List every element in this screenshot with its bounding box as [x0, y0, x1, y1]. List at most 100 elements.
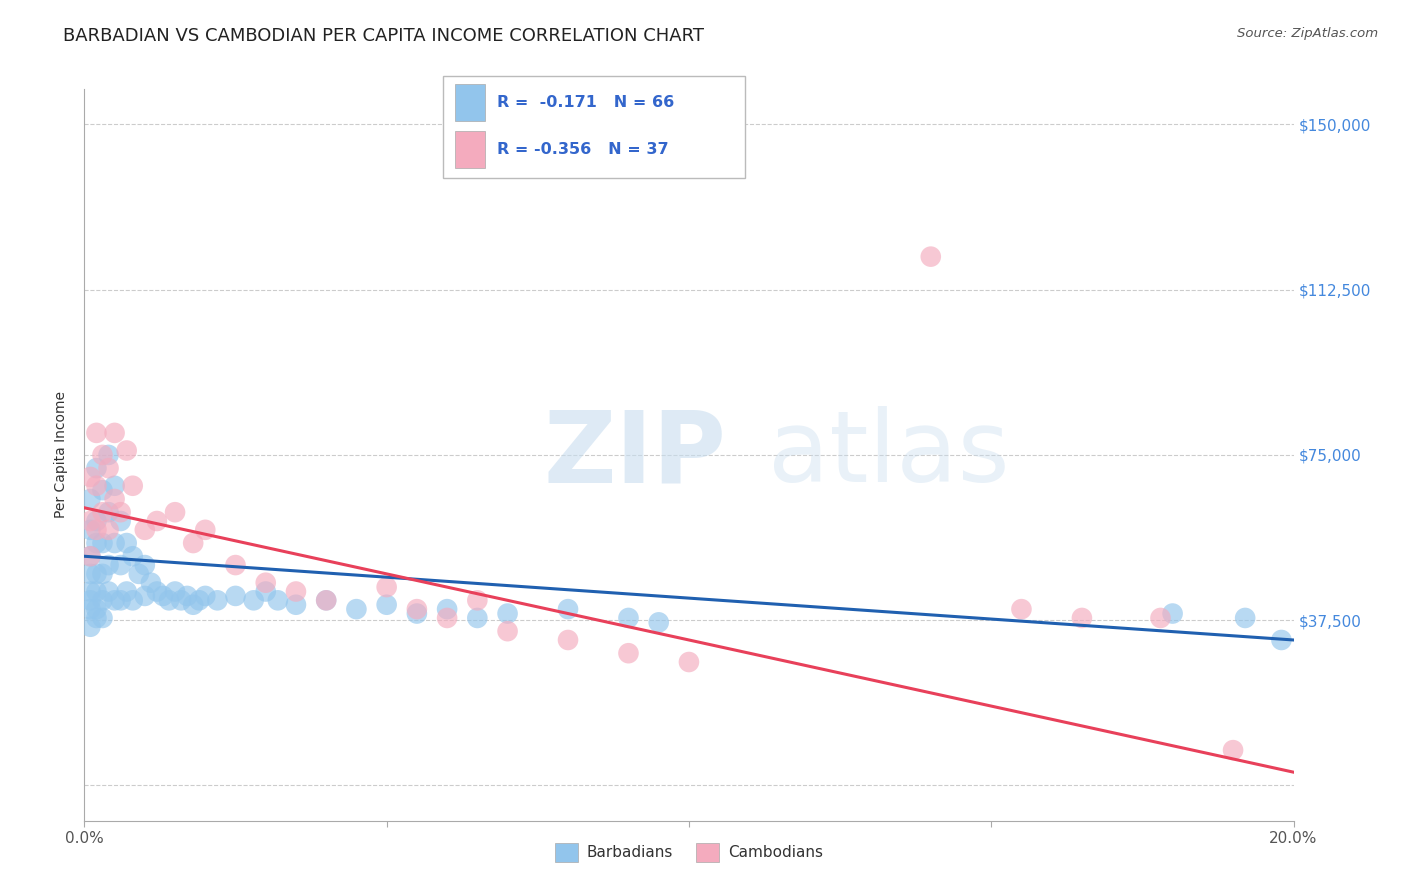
Point [467, 593, 489, 607]
Point [79, 566, 101, 581]
Text: R = -0.356   N = 37: R = -0.356 N = 37 [498, 142, 669, 157]
Point [194, 523, 217, 537]
Point [346, 602, 368, 616]
Point [181, 536, 204, 550]
FancyBboxPatch shape [443, 76, 745, 178]
Point [86, 536, 108, 550]
Point [86, 602, 108, 616]
Point [557, 632, 579, 647]
Point [617, 646, 640, 660]
Text: BARBADIAN VS CAMBODIAN PER CAPITA INCOME CORRELATION CHART: BARBADIAN VS CAMBODIAN PER CAPITA INCOME… [63, 27, 704, 45]
Point [406, 602, 429, 616]
Point [1234, 611, 1257, 625]
Text: atlas: atlas [768, 407, 1010, 503]
Point [91, 593, 114, 607]
Point [79, 491, 101, 506]
Point [91, 448, 114, 462]
Point [254, 575, 277, 590]
Point [315, 593, 337, 607]
Point [1222, 743, 1244, 757]
Point [79, 549, 101, 564]
Point [134, 558, 156, 572]
Point [1161, 607, 1184, 621]
Point [91, 611, 114, 625]
Point [91, 536, 114, 550]
Point [134, 589, 156, 603]
Point [110, 593, 132, 607]
Point [97, 505, 120, 519]
Point [97, 558, 120, 572]
Point [176, 589, 198, 603]
Point [121, 593, 143, 607]
Point [115, 443, 138, 458]
Point [406, 607, 429, 621]
Point [104, 425, 127, 440]
Point [315, 593, 337, 607]
Point [121, 479, 143, 493]
Point [79, 602, 101, 616]
Point [97, 461, 120, 475]
Point [79, 523, 101, 537]
Point [86, 566, 108, 581]
Point [79, 584, 101, 599]
Point [557, 602, 579, 616]
Point [86, 523, 108, 537]
Point [134, 523, 156, 537]
Point [146, 584, 169, 599]
Point [86, 461, 108, 475]
Point [436, 611, 458, 625]
Point [139, 575, 162, 590]
Point [285, 598, 308, 612]
Point [225, 589, 247, 603]
Point [181, 598, 204, 612]
Point [115, 584, 138, 599]
Point [104, 593, 127, 607]
Point [1149, 611, 1171, 625]
Point [165, 505, 187, 519]
Point [152, 589, 174, 603]
Point [97, 523, 120, 537]
Point [188, 593, 211, 607]
Point [1011, 602, 1033, 616]
Point [79, 470, 101, 484]
Point [104, 491, 127, 506]
Point [375, 580, 398, 594]
Point [496, 624, 519, 639]
Point [97, 448, 120, 462]
Point [267, 593, 290, 607]
Point [285, 584, 308, 599]
Point [648, 615, 671, 630]
Point [97, 584, 120, 599]
Point [104, 536, 127, 550]
Point [121, 549, 143, 564]
Point [920, 250, 942, 264]
Text: ZIP: ZIP [544, 407, 727, 503]
Point [678, 655, 700, 669]
Point [1270, 632, 1292, 647]
Point [91, 505, 114, 519]
Point [225, 558, 247, 572]
Point [467, 611, 489, 625]
Point [79, 514, 101, 528]
Point [128, 566, 150, 581]
Point [110, 505, 132, 519]
Point [496, 607, 519, 621]
Point [91, 483, 114, 498]
Point [617, 611, 640, 625]
Y-axis label: Per Capita Income: Per Capita Income [55, 392, 69, 518]
Point [79, 549, 101, 564]
Text: Source: ZipAtlas.com: Source: ZipAtlas.com [1237, 27, 1378, 40]
Point [157, 593, 180, 607]
Point [242, 593, 264, 607]
Point [170, 593, 193, 607]
Point [254, 584, 277, 599]
Point [86, 425, 108, 440]
Point [115, 536, 138, 550]
Point [86, 479, 108, 493]
Point [79, 620, 101, 634]
Point [165, 584, 187, 599]
Point [110, 558, 132, 572]
Legend: Barbadians, Cambodians: Barbadians, Cambodians [548, 837, 830, 868]
Point [104, 479, 127, 493]
Point [436, 602, 458, 616]
